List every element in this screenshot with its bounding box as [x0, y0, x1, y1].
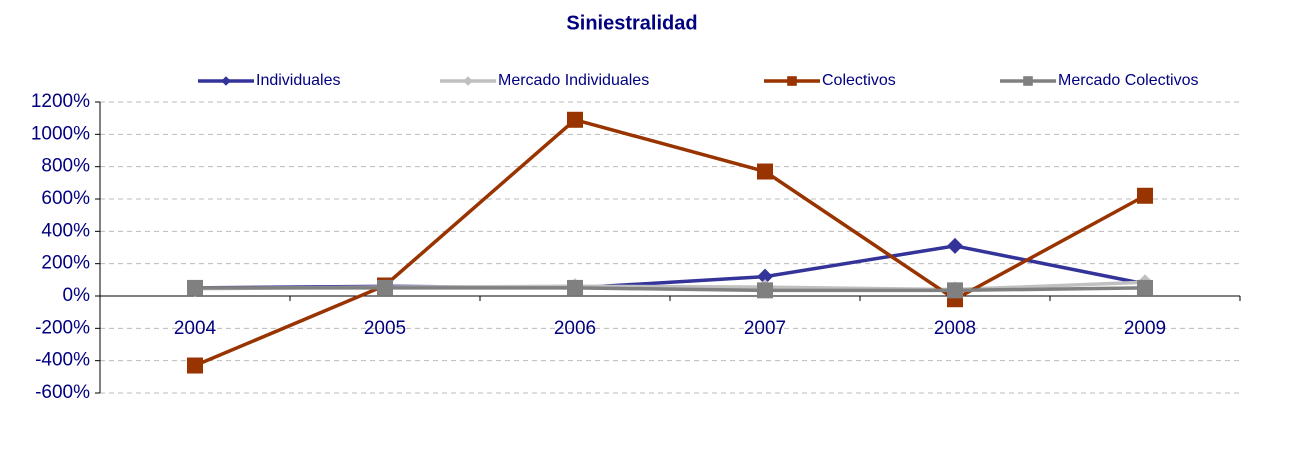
legend-label: Mercado Colectivos: [1058, 72, 1199, 89]
legend-marker: [221, 76, 231, 86]
x-tick-label: 2008: [934, 318, 976, 339]
series-line: [195, 286, 1146, 293]
data-point: [187, 357, 203, 374]
data-point: [947, 282, 963, 299]
y-tick-label: 1000%: [31, 123, 90, 144]
x-tick-label: 2007: [744, 318, 786, 339]
data-point: [757, 163, 773, 180]
y-tick-label: 800%: [41, 156, 90, 177]
x-tick-label: 2004: [174, 318, 217, 339]
y-tick-label: 0%: [63, 285, 91, 306]
legend-label: Individuales: [256, 72, 341, 89]
x-tick-label: 2009: [1124, 318, 1166, 339]
data-point: [567, 279, 583, 296]
x-tick-label: 2006: [554, 318, 596, 339]
series-line: [194, 244, 1146, 290]
y-tick-label: 1200%: [31, 91, 90, 112]
legend-marker: [787, 76, 797, 86]
data-point: [1137, 279, 1153, 296]
legend-marker: [463, 76, 473, 86]
chart-title: Siniestralidad: [566, 12, 697, 34]
y-tick-label: 200%: [41, 253, 90, 274]
x-tick-label: 2005: [364, 318, 406, 339]
y-tick-label: -200%: [35, 317, 90, 338]
y-tick-label: 400%: [41, 220, 90, 241]
data-point: [757, 282, 773, 299]
data-point: [1137, 187, 1153, 204]
series-line: [194, 117, 1146, 368]
y-tick-label: 600%: [41, 188, 90, 209]
legend-label: Colectivos: [822, 72, 896, 89]
y-tick-label: -600%: [35, 382, 90, 403]
y-tick-label: -400%: [35, 350, 90, 371]
data-point: [947, 237, 963, 254]
data-point: [757, 268, 773, 285]
data-point: [567, 111, 583, 128]
data-point: [377, 279, 393, 296]
legend-label: Mercado Individuales: [498, 72, 649, 89]
data-point: [187, 279, 203, 296]
legend-marker: [1023, 76, 1033, 86]
